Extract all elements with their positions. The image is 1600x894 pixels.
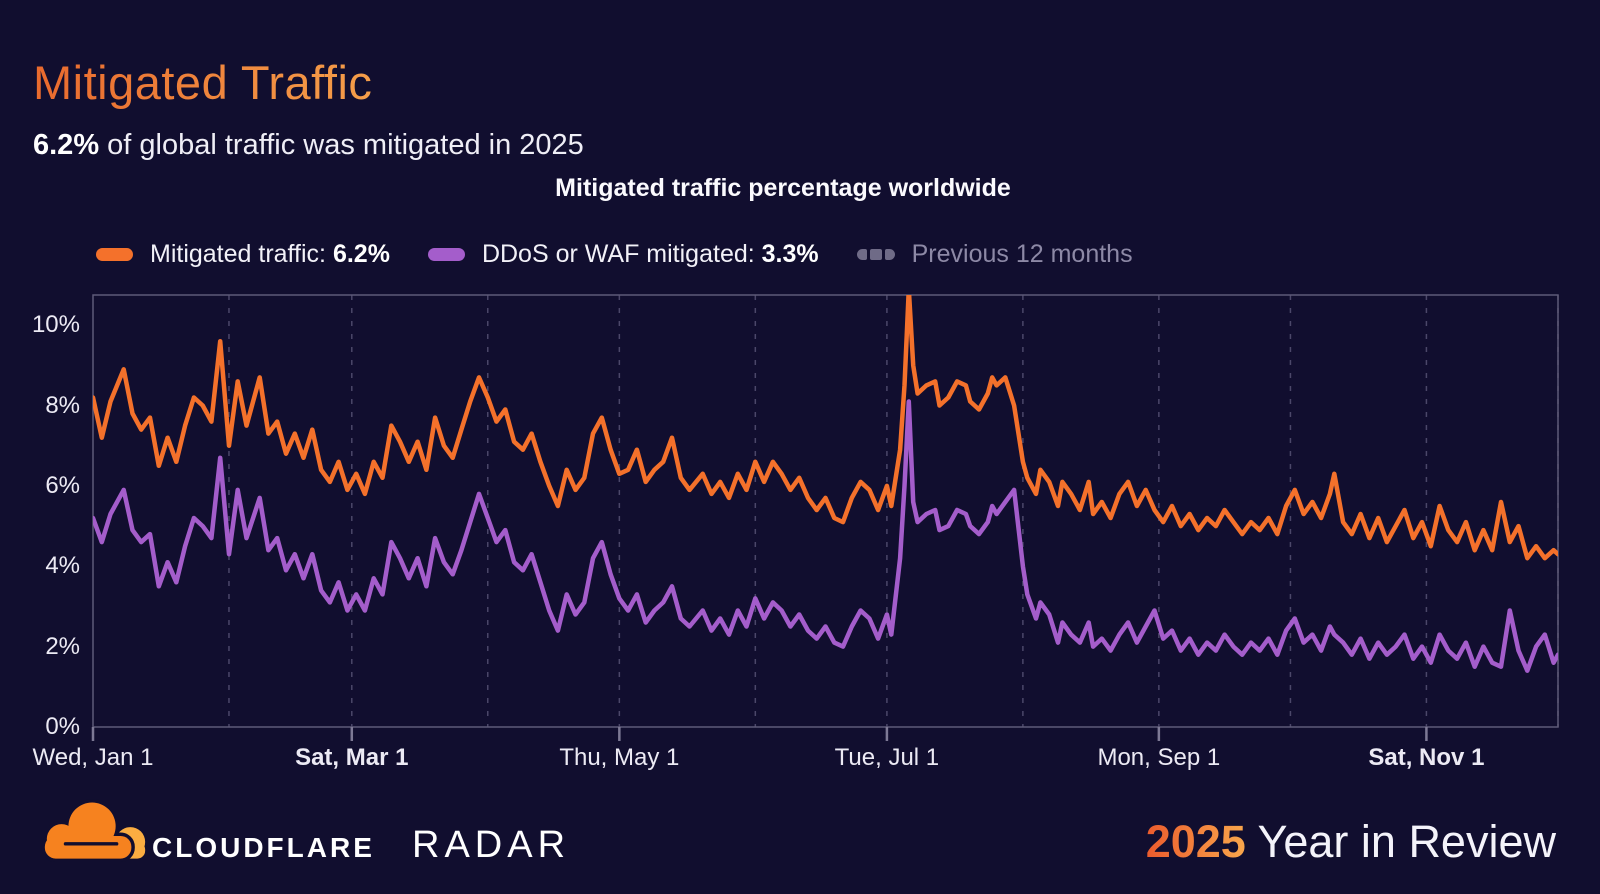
legend-item-previous-12-months[interactable]: Previous 12 months <box>856 240 1133 269</box>
subtitle-value: 6.2% <box>33 129 100 161</box>
chart-legend: Mitigated traffic: 6.2% DDoS or WAF miti… <box>96 240 1133 269</box>
legend-swatch-purple <box>427 248 465 261</box>
legend-label-ddos-waf: DDoS or WAF mitigated: 3.3% <box>481 240 819 268</box>
legend-label-mitigated-traffic: Mitigated traffic: 6.2% <box>150 240 390 268</box>
footer-brand-cloudflare: CLOUDFLARE <box>152 832 375 863</box>
legend-label-previous-12-months: Previous 12 months <box>911 240 1133 268</box>
cloudflare-logo-cloud <box>44 802 132 859</box>
footer-product-radar: RADAR <box>412 824 571 866</box>
legend-swatch-orange <box>96 248 133 261</box>
legend-item-ddos-waf[interactable]: DDoS or WAF mitigated: 3.3% <box>427 240 819 269</box>
legend-swatch-dashed <box>856 249 895 260</box>
subtitle-text: of global traffic was mitigated in 2025 <box>99 129 584 161</box>
page-subtitle: 6.2% of global traffic was mitigated in … <box>33 129 584 162</box>
plot-border <box>92 294 1559 728</box>
series-line-mitigated-traffic[interactable] <box>93 289 1558 561</box>
footer-year-suffix: Year in Review <box>1245 816 1556 867</box>
cloudflare-logo <box>41 799 146 863</box>
chart-title: Mitigated traffic percentage worldwide <box>555 174 1011 202</box>
page-title: Mitigated Traffic <box>33 56 373 110</box>
legend-item-mitigated-traffic[interactable]: Mitigated traffic: 6.2% <box>96 240 390 269</box>
footer-year-in-review: 2025 Year in Review <box>1146 816 1556 868</box>
series-line-ddos-waf-mitigated[interactable] <box>93 399 1558 673</box>
footer-year: 2025 <box>1145 816 1246 867</box>
